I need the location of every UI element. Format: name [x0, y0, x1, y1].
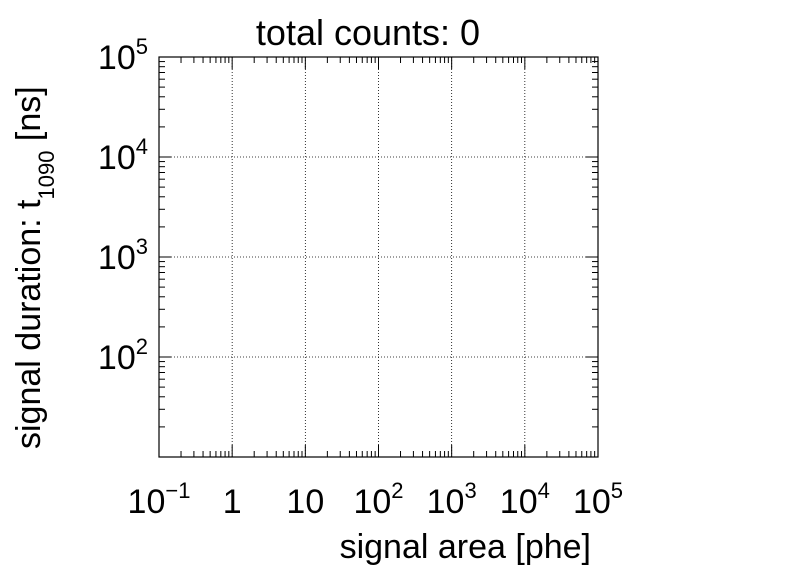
y-tick-label-base: 10 [98, 139, 136, 177]
x-tick-label-base: 10 [500, 483, 538, 521]
y-tick-label: 104 [98, 134, 148, 177]
x-tick-label: 104 [500, 478, 550, 521]
y-tick-label-exponent: 2 [136, 334, 148, 359]
x-tick-label-base: 10 [573, 483, 611, 521]
y-tick-label-base: 10 [98, 239, 136, 277]
x-tick-label: 10 [286, 483, 324, 521]
y-tick-label: 103 [98, 234, 148, 277]
x-tick-label: 103 [427, 478, 477, 521]
x-axis-label: signal area [phe] [340, 528, 591, 566]
tick-layer [158, 57, 598, 458]
y-axis-label-subscript: 1090 [34, 151, 59, 200]
y-tick-label-exponent: 5 [136, 34, 148, 59]
plot-frame [158, 56, 599, 458]
x-tick-label: 10−1 [128, 478, 191, 521]
y-axis-label-suffix: [ns] [10, 86, 48, 150]
x-tick-label-exponent: 5 [611, 478, 623, 503]
grid-layer [159, 57, 598, 457]
x-tick-label-exponent: 3 [464, 478, 476, 503]
x-tick-label-base: 10 [427, 483, 465, 521]
y-tick-label-exponent: 4 [136, 134, 148, 159]
x-tick-label-exponent: 2 [391, 478, 403, 503]
y-tick-label-exponent: 3 [136, 234, 148, 259]
chart-title: total counts: 0 [256, 12, 480, 53]
y-tick-label-base: 10 [98, 39, 136, 77]
x-tick-labels: 10−1 1 10 102 103 104 105 [128, 478, 624, 521]
y-axis-label: signal duration: t1090 [ns] [10, 86, 59, 449]
y-axis-label-prefix: signal duration: t [10, 199, 48, 449]
y-tick-label: 102 [98, 334, 148, 377]
x-tick-label-base: 10 [128, 483, 166, 521]
x-tick-label: 105 [573, 478, 623, 521]
y-tick-label: 105 [98, 34, 148, 77]
x-tick-label-base: 10 [286, 483, 324, 521]
x-tick-label-exponent: 4 [538, 478, 550, 503]
x-tick-label-base: 10 [353, 483, 391, 521]
x-tick-label-exponent: −1 [165, 478, 190, 503]
x-tick-label: 1 [223, 483, 242, 521]
x-tick-label-base: 1 [223, 483, 242, 521]
y-tick-label-base: 10 [98, 339, 136, 377]
x-tick-label: 102 [353, 478, 403, 521]
